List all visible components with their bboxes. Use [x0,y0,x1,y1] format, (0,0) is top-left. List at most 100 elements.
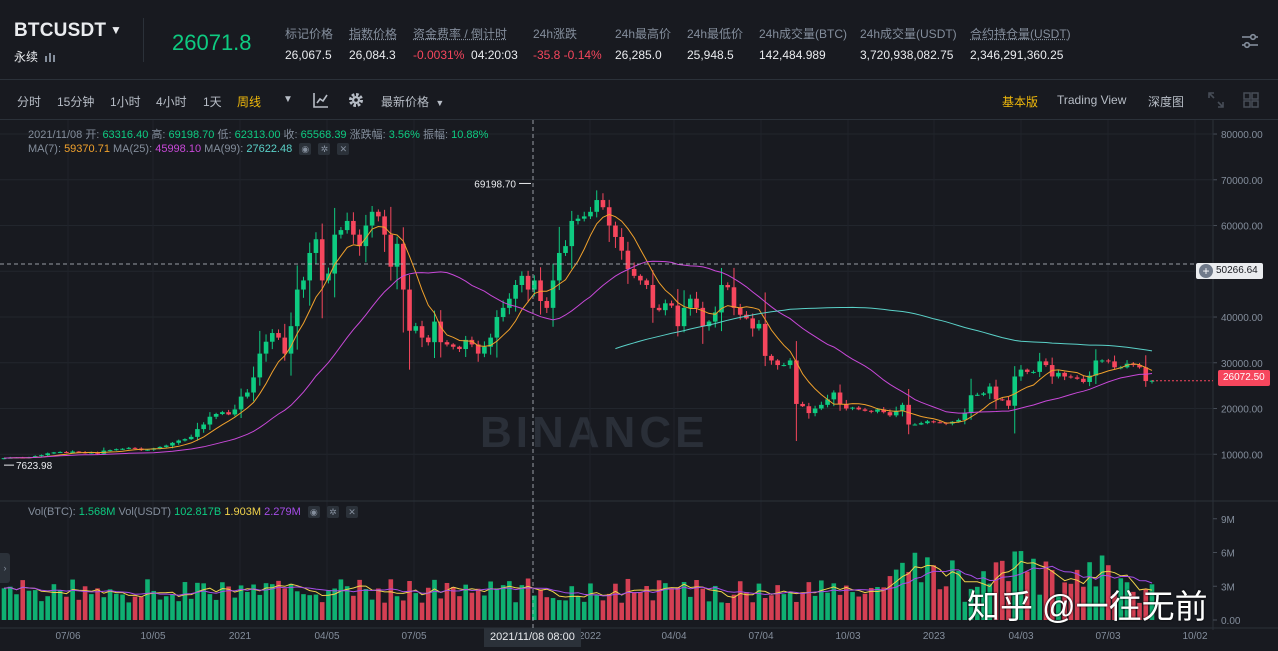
view-trading-view[interactable]: Trading View [1057,93,1127,107]
volume-bar-down [881,587,887,620]
candle-down [319,239,325,281]
volume-bar-down [475,588,481,620]
volume-bar-down [931,565,936,620]
volume-bar-up [70,579,75,620]
chevron-down-icon[interactable]: ▼ [435,98,445,108]
candle-up [394,243,400,267]
close-icon[interactable]: ✕ [337,143,350,156]
ma99-label: MA(99): [204,143,244,155]
ma99-value: 27622.48 [246,143,293,155]
candle-up [981,393,986,395]
chart-area[interactable]: BINANCE 80000.0070000.0060000.0050000.00… [0,120,1278,651]
time-axis-label: 07/03 [1095,631,1120,642]
volume-bar-up [45,596,50,620]
candle-down [731,287,737,308]
volume-bar-up [170,594,175,620]
time-axis-label: 07/04 [748,631,773,642]
timeframe-1d[interactable]: 1天 [203,95,222,109]
price-type-select[interactable]: 最新价格 ▼ [381,93,444,110]
volume-bar-up [1093,586,1099,620]
chevron-down-icon[interactable]: ▼ [110,23,122,37]
stat-label[interactable]: 资金费率 / 倒计时 [413,27,508,41]
stat-label[interactable]: 合约持仓量(USDT) [970,27,1071,41]
candle-up [987,386,993,394]
candle-down [450,344,456,347]
timeframe-time[interactable]: 分时 [17,95,42,109]
stat-index-price[interactable]: 指数价格 26,084.3 [349,25,397,62]
candle-up [488,337,493,347]
stat-open-interest[interactable]: 合约持仓量(USDT) 2,346,291,360.25 [970,25,1071,62]
candle-down [794,360,799,404]
candle-up [563,246,568,253]
candle-up [968,395,974,414]
candle-up [513,284,518,299]
volume-bar-up [7,586,13,620]
volume-bar-down [538,589,543,620]
contract-type: 永续 [14,48,56,65]
sliders-icon[interactable] [1240,33,1260,49]
eye-icon[interactable]: ◉ [299,143,312,156]
ma99-line [615,306,1153,352]
timeframe-15m[interactable]: 15分钟 [57,95,95,109]
volume-bar-up [432,579,437,620]
candle-up [1018,369,1024,377]
candle-down [725,284,731,288]
stat-funding-rate[interactable]: 资金费率 / 倒计时 -0.0031% 04:20:03 [413,25,518,62]
volume-axis-label: 3M [1221,582,1235,593]
view-depth[interactable]: 深度图 [1148,95,1185,109]
volume-bar-up [238,585,244,620]
volume-bar-up [812,595,818,620]
gear-icon[interactable]: ✲ [318,143,331,156]
candle-down [800,403,805,407]
stat-24h-low: 24h最低价 25,948.5 [687,25,743,62]
indicator-chart-icon[interactable] [312,91,330,109]
volume-bar-down [794,601,799,620]
view-basic[interactable]: 基本版 [1002,95,1039,109]
chevron-right-icon[interactable]: › [0,553,10,583]
ma25-line [3,260,1153,459]
candle-up [170,442,175,446]
candle-up [825,399,830,405]
plus-icon[interactable]: + [1199,264,1213,278]
symbol-selector[interactable]: BTCUSDT ▼ 永续 [14,20,122,64]
volume-bar-down [806,582,812,620]
volume-bar-down [407,581,412,620]
stat-label[interactable]: 指数价格 [349,27,398,41]
volume-bar-up [987,583,993,620]
time-axis-label: 2022 [579,631,602,642]
time-axis-label: 2021 [229,631,252,642]
price-type-label[interactable]: 最新价格 [381,95,430,109]
timeframe-more-chevron-icon[interactable]: ▼ [283,94,293,105]
candle-down [868,410,874,412]
candle-up [70,451,75,453]
candle-up [569,220,575,247]
eye-icon[interactable]: ◉ [307,506,320,519]
stat-value: -35.8 -0.14% [533,48,602,62]
volume-bar-down [382,602,387,620]
candle-down [619,236,624,251]
timeframe-1w[interactable]: 周线 [237,95,262,109]
stat-24h-high: 24h最高价 26,285.0 [615,25,671,62]
symbol-name[interactable]: BTCUSDT [14,20,107,41]
fullscreen-icon[interactable] [1207,91,1225,109]
gear-icon[interactable] [347,91,365,109]
close-icon[interactable]: ✕ [345,506,358,519]
timeframe-1h[interactable]: 1小时 [110,95,141,109]
candlestick-chart[interactable]: 80000.0070000.0060000.0050000.0040000.00… [0,120,1278,651]
gear-icon[interactable]: ✲ [326,506,339,519]
layout-grid-icon[interactable] [1242,91,1260,109]
volume-bar-up [719,602,724,620]
volume-bar-down [525,578,531,620]
volume-bar-up [663,583,668,620]
timeframe-4h[interactable]: 4小时 [156,95,187,109]
candle-down [401,243,406,290]
volume-bar-down [419,602,425,620]
volume-bar-up [313,594,319,620]
time-axis-label: 10/02 [1182,631,1207,642]
candle-up [1,458,7,460]
low-marker-label: 7623.98 [16,461,53,472]
volume-bar-up [145,579,150,620]
candle-up [912,424,918,426]
stat-mark-price: 标记价格 26,067.5 [285,25,333,62]
volume-bar-down [644,586,649,620]
